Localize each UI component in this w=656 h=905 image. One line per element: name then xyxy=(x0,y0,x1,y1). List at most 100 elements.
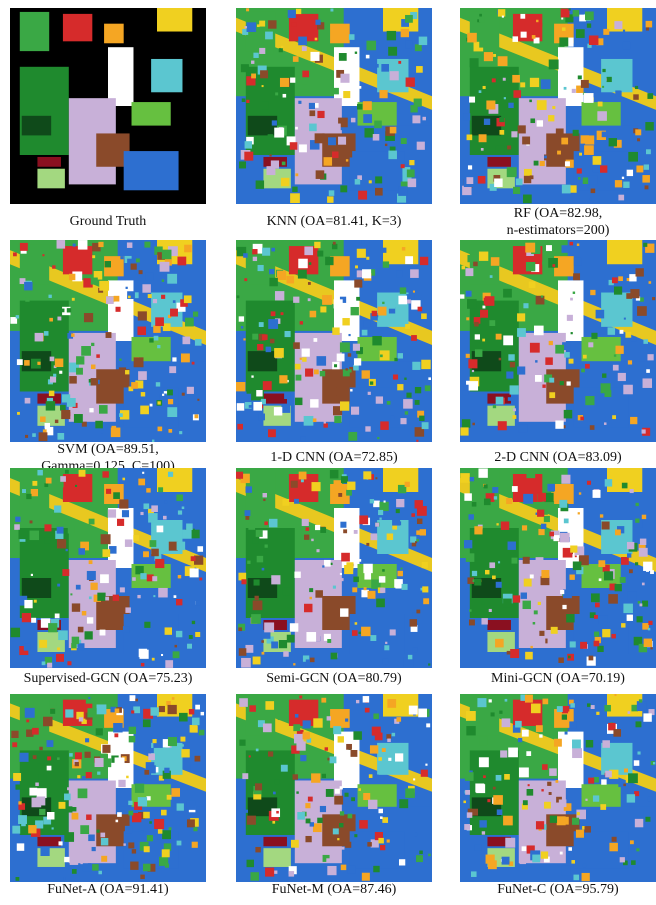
map-noise xyxy=(540,23,543,26)
map-noise xyxy=(19,753,28,762)
map-noise xyxy=(530,78,539,87)
map-noise xyxy=(281,404,290,413)
map-noise xyxy=(401,164,405,168)
map-noise xyxy=(569,359,574,364)
map-noise xyxy=(236,127,239,130)
map-noise xyxy=(297,802,300,805)
map-noise xyxy=(246,100,249,103)
map-noise xyxy=(479,737,487,745)
map-noise xyxy=(97,772,100,775)
map-noise xyxy=(400,287,406,293)
map-noise xyxy=(581,135,589,143)
map-noise xyxy=(536,557,544,565)
map-noise xyxy=(524,176,531,183)
map-noise xyxy=(76,356,84,364)
map-noise xyxy=(522,137,530,145)
map-noise xyxy=(623,385,633,395)
map-noise xyxy=(315,525,320,530)
map-noise xyxy=(556,128,564,136)
map-noise xyxy=(598,560,605,567)
map-noise xyxy=(193,827,197,831)
map-noise xyxy=(301,436,306,441)
map-noise xyxy=(559,37,568,46)
map-noise xyxy=(604,390,611,397)
map-noise xyxy=(71,333,74,336)
map-noise xyxy=(141,392,145,396)
map-region xyxy=(151,59,182,92)
map-noise xyxy=(146,796,150,800)
map-noise xyxy=(237,754,240,757)
map-noise xyxy=(256,180,264,188)
map-noise xyxy=(374,121,382,129)
map-noise xyxy=(375,477,377,479)
map-noise xyxy=(599,578,602,581)
map-noise xyxy=(561,866,571,876)
map-noise xyxy=(421,770,428,777)
map-noise xyxy=(57,647,60,650)
map-noise xyxy=(66,549,68,551)
map-noise xyxy=(54,505,61,512)
map-noise xyxy=(82,776,86,780)
map-noise xyxy=(379,502,388,511)
map-noise xyxy=(96,551,103,558)
map-noise xyxy=(195,414,199,418)
map-noise xyxy=(467,255,474,262)
map-noise xyxy=(32,433,36,437)
map-noise xyxy=(484,119,490,125)
map-noise xyxy=(100,574,109,583)
map-noise xyxy=(76,585,81,590)
map-noise xyxy=(255,596,259,600)
map-noise xyxy=(160,262,170,272)
map-noise xyxy=(128,801,132,805)
map-noise xyxy=(293,297,299,303)
map-noise xyxy=(13,773,21,781)
map-noise xyxy=(157,401,160,404)
map-noise xyxy=(346,368,348,370)
map-noise xyxy=(646,27,649,30)
map-noise xyxy=(521,593,527,599)
map-noise xyxy=(316,549,319,552)
map-noise xyxy=(364,573,371,580)
map-noise xyxy=(513,595,520,602)
map-noise xyxy=(646,569,649,572)
map-noise xyxy=(163,323,171,331)
map-noise xyxy=(137,595,140,598)
map-noise xyxy=(577,168,582,173)
map-noise xyxy=(573,292,575,294)
map-noise xyxy=(401,29,409,37)
map-noise xyxy=(351,797,355,801)
map-noise xyxy=(116,307,121,312)
map-noise xyxy=(299,144,307,152)
map-noise xyxy=(549,768,557,776)
map-noise xyxy=(476,784,485,793)
map-noise xyxy=(511,131,517,137)
map-noise xyxy=(530,343,540,353)
map-region xyxy=(104,24,124,44)
map-noise xyxy=(635,86,638,89)
map-noise xyxy=(519,635,526,642)
map-noise xyxy=(479,820,486,827)
map-noise xyxy=(479,90,482,93)
map-noise xyxy=(302,71,309,78)
map-noise xyxy=(169,366,176,373)
map-noise xyxy=(560,590,564,594)
map-noise xyxy=(309,262,312,265)
map-noise xyxy=(460,473,470,483)
caption: 2-D CNN (OA=83.09) xyxy=(494,450,622,465)
map-noise xyxy=(549,341,553,345)
map-noise xyxy=(628,360,632,364)
map-noise xyxy=(184,245,192,253)
map-noise xyxy=(65,470,69,474)
map-noise xyxy=(513,415,517,419)
map-noise xyxy=(161,654,163,656)
map-region xyxy=(157,8,192,32)
map-noise xyxy=(504,97,506,99)
map-noise xyxy=(597,646,603,652)
map-noise xyxy=(636,268,644,276)
map-noise xyxy=(529,281,536,288)
map-noise xyxy=(494,178,503,187)
map-noise xyxy=(501,522,509,530)
map-noise xyxy=(507,651,511,655)
map-noise xyxy=(622,177,624,179)
map-noise xyxy=(243,253,248,258)
